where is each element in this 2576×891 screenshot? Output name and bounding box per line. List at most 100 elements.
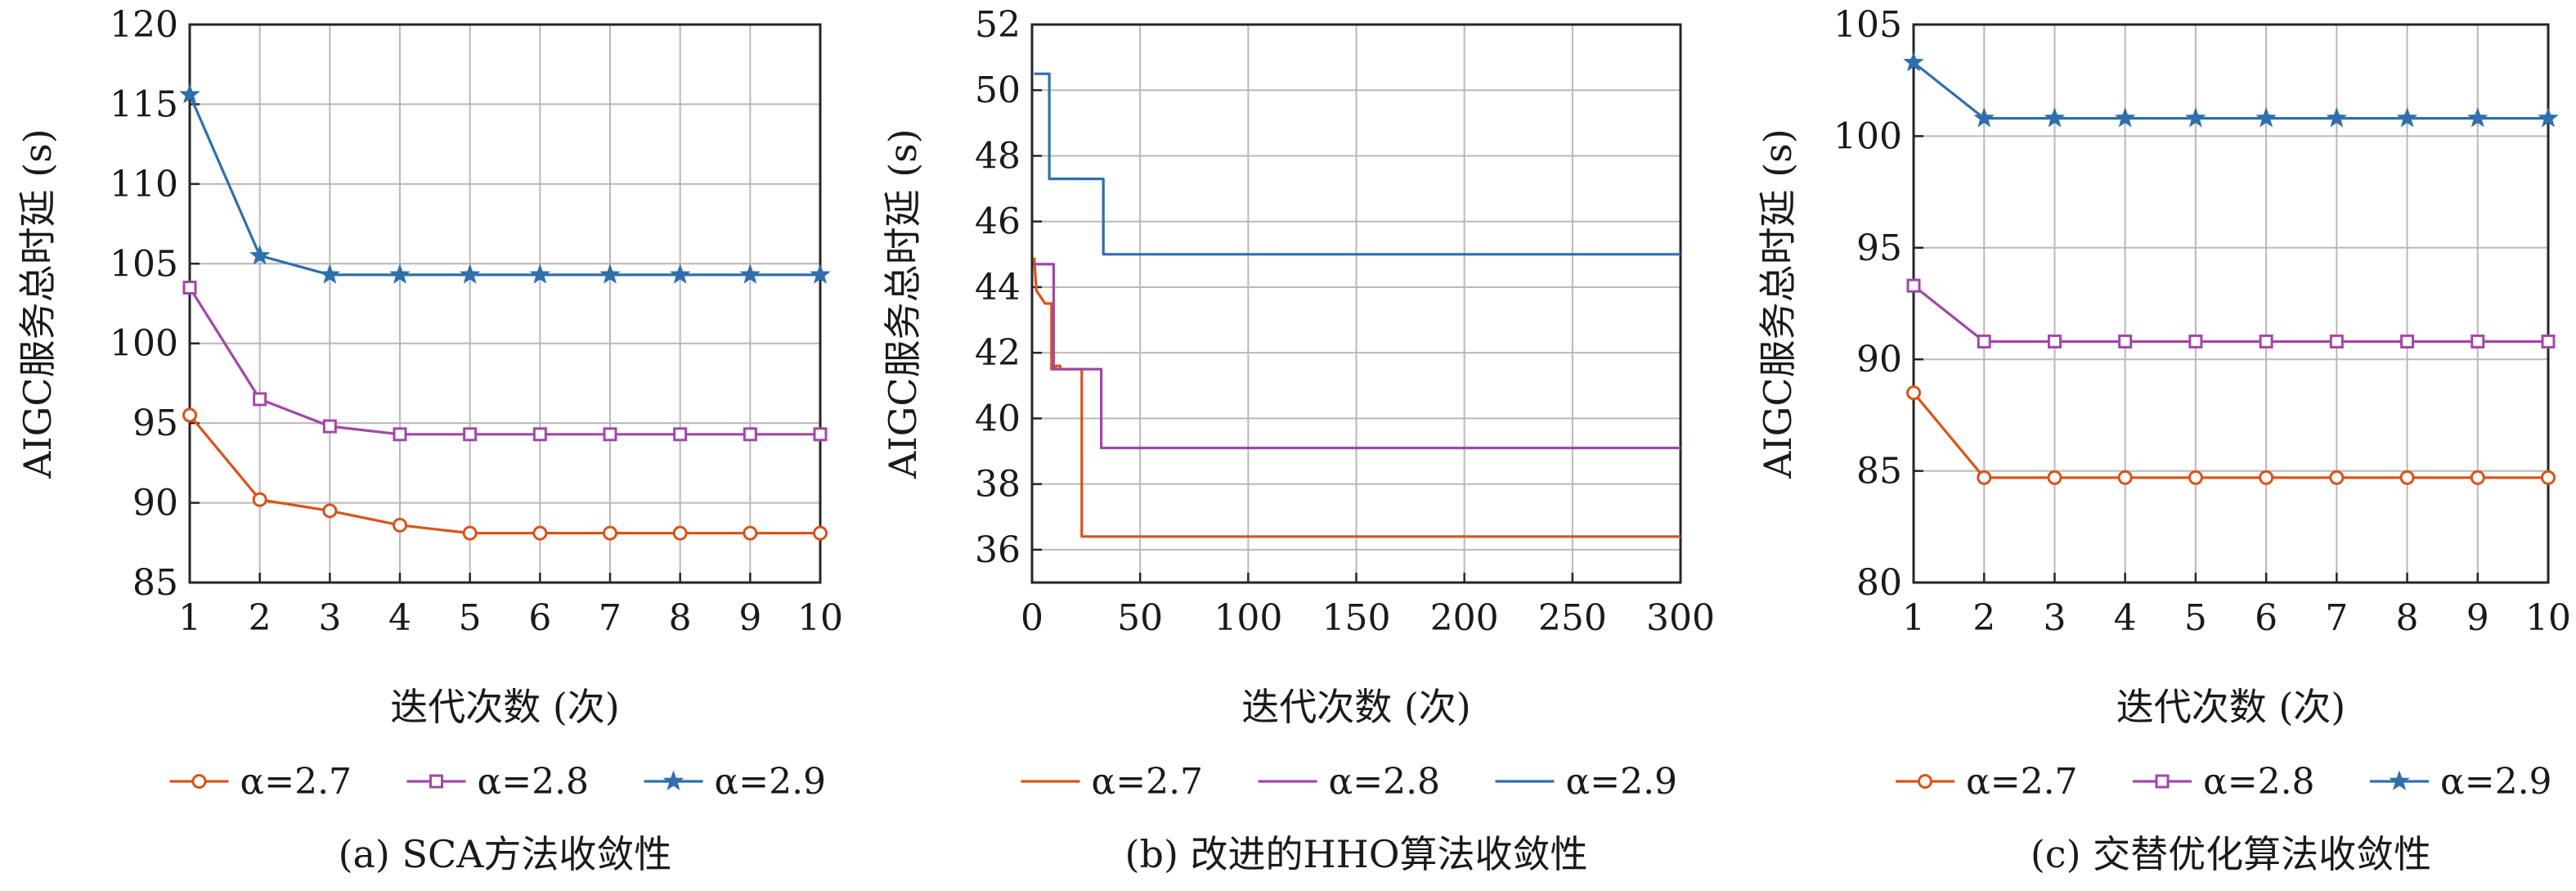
data-point [2396,107,2418,128]
legend-marker [191,774,207,789]
legend-item-3: α=2.9 [1495,761,1678,803]
x-tick-label: 1 [178,597,201,639]
x-tick-label: 3 [2043,597,2066,639]
chart-panel-1: 1 2 3 4 5 6 7 8 9 10 85 90 95 100 105 110 115 120 AIGC服务总时… [16,4,843,876]
series-1 [1906,385,2556,485]
x-tick-label: 5 [459,597,482,639]
data-point [2326,107,2348,128]
data-point [2188,334,2203,349]
data-point [813,525,828,541]
x-tick-label: 0 [1021,597,1043,639]
x-tick-label: 8 [2396,597,2419,639]
legend-item-1: α=2.7 [169,761,352,803]
data-point [1977,470,1992,485]
data-point [252,492,267,507]
legend-item-1: α=2.7 [1896,761,2078,803]
data-point [2047,470,2062,485]
x-tick-label: 7 [2325,597,2348,639]
data-point [743,427,757,442]
x-tick-label: 1 [1902,597,1925,639]
x-tick-label: 4 [2114,597,2137,639]
y-tick-label: 52 [975,4,1021,46]
data-point [2259,334,2273,349]
panel-caption: (a) SCA方法收敛性 [339,832,672,876]
data-point [1903,51,1924,72]
data-point [2541,334,2556,349]
x-tick-label: 6 [528,597,551,639]
legend: α=2.7 α=2.8 α=2.9 [1021,761,1678,803]
y-tick-label: 90 [132,483,178,524]
y-axis-label: AIGC服务总时延 (s) [1756,128,1800,479]
data-point [2047,334,2062,349]
legend-item-3: α=2.9 [2370,761,2552,803]
series-2 [1906,278,2556,349]
data-point [2117,470,2133,485]
y-tick-label: 42 [975,332,1021,374]
x-axis-label: 迭代次数 (次) [2116,685,2346,729]
x-axis-label: 迭代次数 (次) [390,685,620,729]
series-line [1913,61,2548,120]
data-point [2114,107,2136,128]
legend-label: α=2.9 [715,761,827,803]
y-tick-label: 115 [110,83,178,125]
legend-label: α=2.9 [1566,761,1678,803]
data-point [2255,107,2277,128]
data-point [2329,334,2344,349]
x-tick-label: 300 [1646,597,1715,639]
x-tick-label: 8 [669,597,692,639]
y-axis-label: AIGC服务总时延 (s) [16,128,60,479]
y-tick-label: 100 [110,323,178,365]
x-tick-label: 6 [2255,597,2278,639]
legend: α=2.7 α=2.8 α=2.9 [169,761,827,803]
axes-box [188,23,822,584]
y-tick-label: 90 [1856,339,1902,380]
x-tick-label: 5 [2184,597,2207,639]
panel-caption: (b) 改进的HHO算法收敛性 [1125,832,1588,876]
data-point [669,263,691,284]
data-point [2399,470,2415,485]
plot-area [190,25,820,583]
plot-area [1914,25,2548,583]
legend-marker [2155,774,2170,789]
data-point [1977,334,1991,349]
data-point [322,503,338,519]
data-point [673,427,688,442]
series-line [188,414,820,535]
series-3 [179,83,831,284]
legend-marker [429,774,443,789]
panel-caption: (c) 交替优化算法收敛性 [2031,832,2431,876]
x-tick-label: 50 [1117,597,1163,639]
series-3 [1034,72,1681,256]
x-tick-label: 250 [1538,597,1607,639]
x-tick-label: 150 [1322,597,1391,639]
data-point [393,517,407,533]
series-3 [1903,51,2559,128]
y-tick-label: 38 [975,464,1021,506]
data-point [322,419,337,434]
data-point [2329,470,2345,485]
data-point [2400,334,2415,349]
data-point [2471,334,2485,349]
y-tick-label: 95 [132,403,178,444]
series-line [188,286,820,436]
legend-item-1: α=2.7 [1021,761,1203,803]
y-tick-label: 110 [110,164,178,205]
data-point [603,427,617,442]
data-point [2538,107,2559,128]
data-point [1906,385,1921,401]
data-point [393,427,407,442]
legend-label: α=2.8 [2203,761,2315,803]
y-tick-label: 105 [1833,4,1902,46]
data-point [813,427,828,442]
data-point [529,263,551,284]
y-tick-label: 100 [1833,115,1902,157]
x-axis-label: 迭代次数 (次) [1241,685,1471,729]
data-point [2185,107,2206,128]
data-point [319,263,341,284]
x-tick-label: 2 [1972,597,1995,639]
data-point [249,245,271,265]
legend: α=2.7 α=2.8 α=2.9 [1896,761,2552,803]
data-point [2259,470,2274,485]
y-tick-label: 36 [975,529,1021,571]
series-1 [182,407,828,541]
